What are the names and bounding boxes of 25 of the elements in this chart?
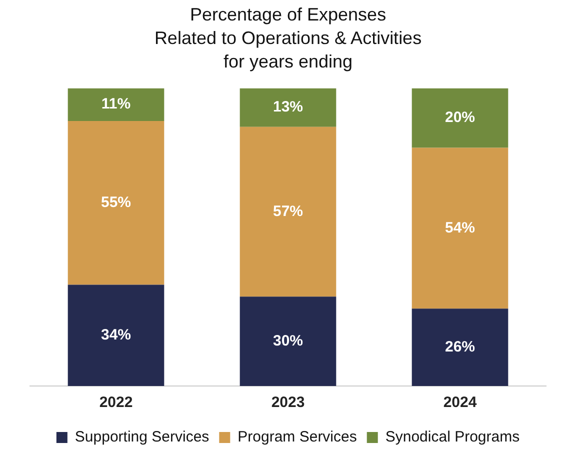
bar — [68, 88, 164, 121]
chart-title: Percentage of Expenses Related to Operations & Activities for years ending — [154, 4, 422, 72]
bar — [240, 296, 336, 386]
x-tick-label: 2023 — [271, 394, 305, 412]
legend-label: Synodical Programs — [385, 428, 520, 446]
data-label: 57% — [272, 202, 304, 220]
data-label: 13% — [272, 98, 304, 116]
data-label: 54% — [444, 219, 476, 236]
bar — [240, 126, 336, 297]
bar — [68, 120, 164, 285]
bar — [412, 148, 508, 309]
data-label: 20% — [444, 109, 476, 126]
data-label: 26% — [444, 338, 476, 356]
bar — [240, 88, 336, 127]
legend-label: Supporting Services — [74, 428, 210, 446]
x-tick-label: 2024 — [443, 394, 478, 412]
data-label: 55% — [100, 194, 132, 211]
legend-label: Program Services — [238, 428, 357, 446]
x-tick-label: 2022 — [99, 394, 133, 412]
data-label: 30% — [272, 332, 304, 350]
data-label: 11% — [101, 96, 131, 113]
bar — [412, 308, 508, 386]
bar — [412, 88, 508, 148]
bar — [68, 284, 164, 386]
data-label: 34% — [100, 326, 132, 344]
